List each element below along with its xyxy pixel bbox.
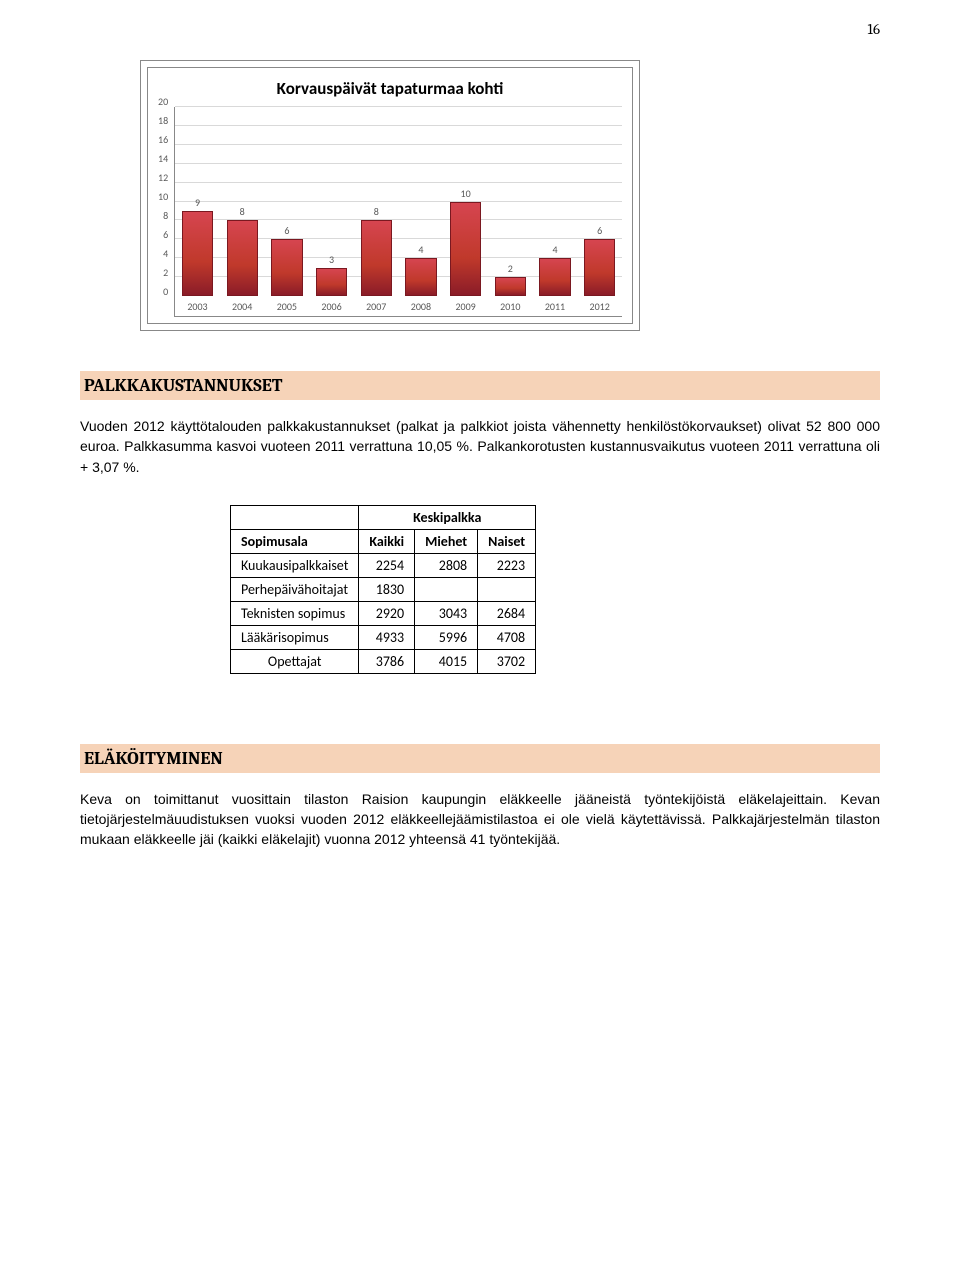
table-cell: 2920 [359, 601, 415, 625]
chart-bar [450, 202, 481, 297]
chart-bar-column: 10 [443, 107, 488, 296]
section-heading-elakoityminen: ELÄKÖITYMINEN [80, 744, 880, 773]
table-header-kaikki: Kaikki [359, 529, 415, 553]
chart-bar [316, 268, 347, 296]
chart-plot: Korvauspäivät tapaturmaa kohti 024681012… [147, 67, 633, 324]
table-cell: 1830 [359, 577, 415, 601]
table-header-naiset: Naiset [478, 529, 536, 553]
chart-bar [227, 220, 258, 296]
chart-x-tick: 2003 [175, 296, 220, 316]
chart-x-tick: 2007 [354, 296, 399, 316]
chart-bar [405, 258, 436, 296]
chart-container: Korvauspäivät tapaturmaa kohti 024681012… [140, 60, 640, 331]
chart-bar [361, 220, 392, 296]
chart-y-axis: 02468101214161820 [158, 107, 174, 317]
chart-bar-column: 8 [354, 107, 399, 296]
chart-bar-column: 6 [265, 107, 310, 296]
table-cell: 4015 [415, 649, 478, 673]
table-row: Teknisten sopimus292030432684 [231, 601, 536, 625]
table-cell: 4708 [478, 625, 536, 649]
table-row-label: Opettajat [231, 649, 359, 673]
chart-bar-value-label: 10 [461, 187, 471, 200]
paragraph-palkkakustannukset: Vuoden 2012 käyttötalouden palkkakustann… [80, 416, 880, 477]
chart-bar [182, 211, 213, 296]
chart-bar-value-label: 8 [374, 205, 379, 218]
table-row-label: Kuukausipalkkaiset [231, 553, 359, 577]
chart-x-labels: 2003200420052006200720082009201020112012 [175, 296, 622, 316]
chart-bar-value-label: 9 [195, 196, 200, 209]
chart-bar-value-label: 3 [329, 253, 334, 266]
chart-bar-column: 3 [309, 107, 354, 296]
chart-bar-value-label: 6 [284, 224, 289, 237]
chart-x-tick: 2005 [265, 296, 310, 316]
chart-x-tick: 2008 [399, 296, 444, 316]
table-row-label: Lääkärisopimus [231, 625, 359, 649]
table-cell: 2808 [415, 553, 478, 577]
chart-bar-column: 4 [533, 107, 578, 296]
chart-title: Korvauspäivät tapaturmaa kohti [158, 78, 622, 99]
page-number: 16 [868, 20, 880, 38]
chart-bar [539, 258, 570, 296]
table-cell: 2684 [478, 601, 536, 625]
table-row: Lääkärisopimus493359964708 [231, 625, 536, 649]
chart-bars-region: 9 8 6 3 8 4 10 2 4 6 2003200420052006200720082009… [174, 107, 622, 317]
chart-bar-column: 6 [577, 107, 622, 296]
table-cell [415, 577, 478, 601]
table-row: Perhepäivähoitajat1830 [231, 577, 536, 601]
chart-bar-column: 8 [220, 107, 265, 296]
chart-x-tick: 2011 [533, 296, 578, 316]
table-header-sopimusala: Sopimusala [231, 529, 359, 553]
table-row: Kuukausipalkkaiset225428082223 [231, 553, 536, 577]
chart-bar-column: 2 [488, 107, 533, 296]
table-row: Opettajat378640153702 [231, 649, 536, 673]
chart-x-tick: 2012 [577, 296, 622, 316]
table-cell: 4933 [359, 625, 415, 649]
chart-bar [584, 239, 615, 296]
chart-bar-column: 9 [175, 107, 220, 296]
table-cell: 5996 [415, 625, 478, 649]
table-cell: 2223 [478, 553, 536, 577]
table-cell: 2254 [359, 553, 415, 577]
table-cell: 3043 [415, 601, 478, 625]
table-super-header: Keskipalkka [359, 505, 536, 529]
table-cell: 3786 [359, 649, 415, 673]
table-row-label: Perhepäivähoitajat [231, 577, 359, 601]
section-heading-palkkakustannukset: PALKKAKUSTANNUKSET [80, 371, 880, 400]
table-cell [478, 577, 536, 601]
chart-bar-value-label: 4 [552, 243, 557, 256]
table-header-miehet: Miehet [415, 529, 478, 553]
table-cell: 3702 [478, 649, 536, 673]
chart-x-tick: 2004 [220, 296, 265, 316]
chart-bar-value-label: 4 [418, 243, 423, 256]
keskipalkka-table: Keskipalkka Sopimusala Kaikki Miehet Nai… [230, 505, 536, 674]
chart-bars-row: 9 8 6 3 8 4 10 2 4 6 [175, 107, 622, 296]
chart-bar-value-label: 2 [508, 262, 513, 275]
chart-bar-value-label: 6 [597, 224, 602, 237]
chart-bar-column: 4 [399, 107, 444, 296]
chart-bar [495, 277, 526, 296]
chart-x-tick: 2009 [443, 296, 488, 316]
chart-bar-value-label: 8 [240, 205, 245, 218]
chart-x-tick: 2006 [309, 296, 354, 316]
chart-plot-area: 02468101214161820 98638410246 2003200420… [158, 107, 622, 317]
paragraph-elakoityminen: Keva on toimittanut vuosittain tilaston … [80, 789, 880, 850]
table-row-label: Teknisten sopimus [231, 601, 359, 625]
chart-bar [271, 239, 302, 296]
chart-x-tick: 2010 [488, 296, 533, 316]
